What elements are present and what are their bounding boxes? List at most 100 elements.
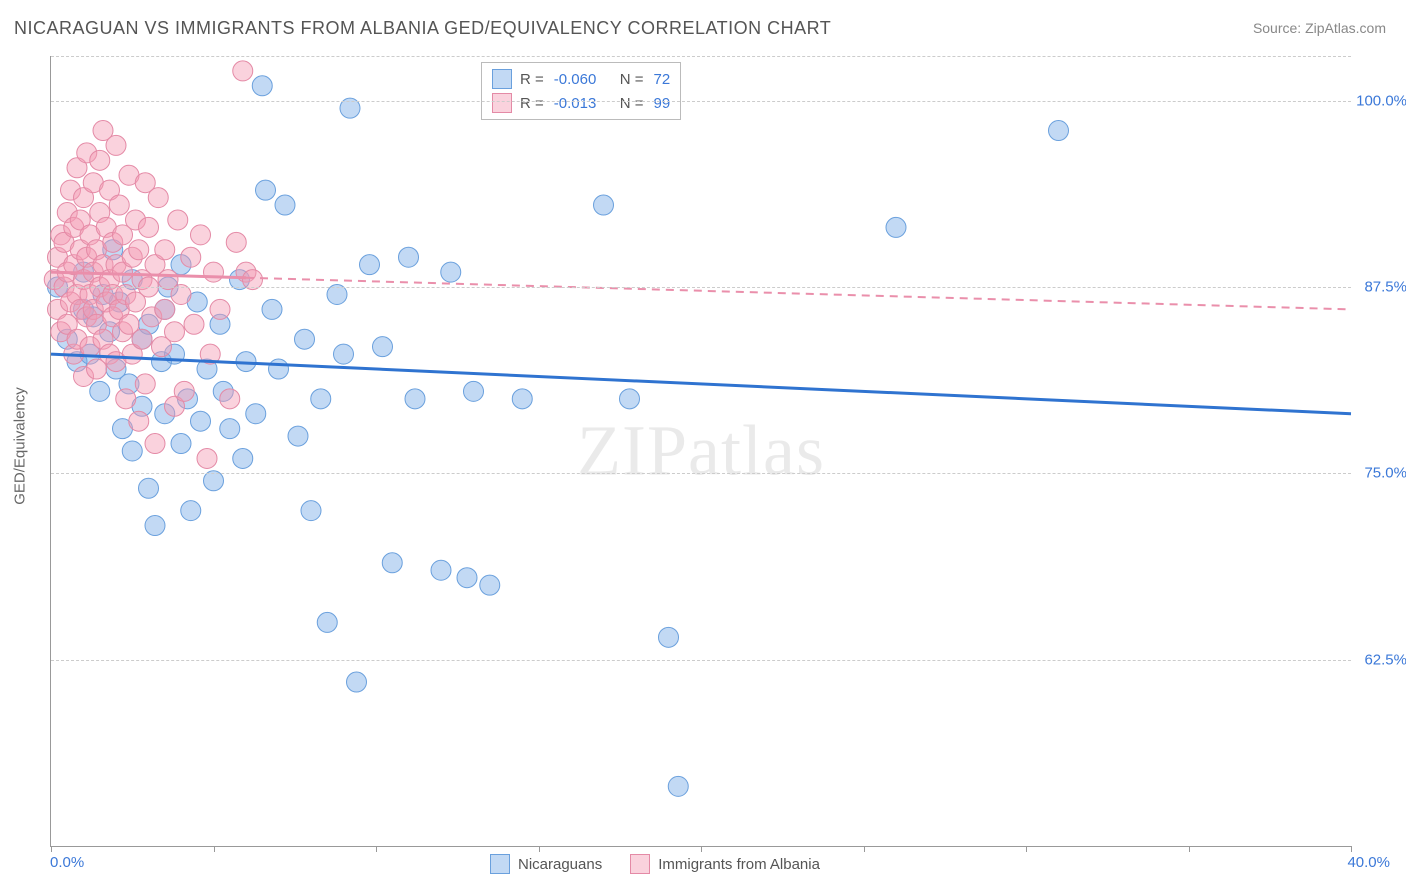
data-point xyxy=(184,314,204,334)
y-tick-label: 87.5% xyxy=(1364,279,1406,296)
data-point xyxy=(116,389,136,409)
y-tick-label: 62.5% xyxy=(1364,651,1406,668)
data-point xyxy=(145,516,165,536)
data-point xyxy=(197,448,217,468)
data-point xyxy=(457,568,477,588)
stats-legend-row-1: R = -0.060 N = 72 xyxy=(492,67,670,91)
data-point xyxy=(171,434,191,454)
x-max-label: 40.0% xyxy=(1347,854,1390,871)
data-point xyxy=(233,61,253,81)
data-point xyxy=(122,441,142,461)
swatch-blue xyxy=(492,69,512,89)
data-point xyxy=(129,240,149,260)
data-point xyxy=(191,225,211,245)
data-point xyxy=(301,501,321,521)
data-point xyxy=(191,411,211,431)
data-point xyxy=(275,195,295,215)
swatch-pink xyxy=(492,93,512,113)
gridline xyxy=(51,56,1351,57)
series2-name: Immigrants from Albania xyxy=(658,856,820,873)
data-point xyxy=(174,381,194,401)
swatch-pink-bottom xyxy=(630,854,650,874)
x-tick xyxy=(376,846,377,852)
y-tick-label: 75.0% xyxy=(1364,465,1406,482)
data-point xyxy=(204,262,224,282)
data-point xyxy=(594,195,614,215)
data-point xyxy=(512,389,532,409)
stats-legend-row-2: R = -0.013 N = 99 xyxy=(492,91,670,115)
data-point xyxy=(360,255,380,275)
data-point xyxy=(382,553,402,573)
data-point xyxy=(441,262,461,282)
data-point xyxy=(464,381,484,401)
data-point xyxy=(233,448,253,468)
data-point xyxy=(347,672,367,692)
gridline xyxy=(51,473,1351,474)
x-tick xyxy=(1351,846,1352,852)
data-point xyxy=(148,188,168,208)
series1-name: Nicaraguans xyxy=(518,856,602,873)
trend-line xyxy=(51,354,1351,414)
data-point xyxy=(659,627,679,647)
r-label-2: R = xyxy=(520,95,544,112)
data-point xyxy=(431,560,451,580)
n-value-1: 72 xyxy=(654,71,671,88)
n-label-1: N = xyxy=(620,71,644,88)
r-value-2: -0.013 xyxy=(554,95,604,112)
r-value-1: -0.060 xyxy=(554,71,604,88)
bottom-legend-item-1: Nicaraguans xyxy=(490,852,602,876)
gridline xyxy=(51,287,1351,288)
x-tick xyxy=(51,846,52,852)
data-point xyxy=(210,299,230,319)
bottom-legend-item-2: Immigrants from Albania xyxy=(630,852,820,876)
data-point xyxy=(106,135,126,155)
stats-legend: R = -0.060 N = 72 R = -0.013 N = 99 xyxy=(481,62,681,120)
data-point xyxy=(311,389,331,409)
bottom-legend: Nicaraguans Immigrants from Albania xyxy=(490,852,820,876)
data-point xyxy=(139,217,159,237)
data-point xyxy=(132,329,152,349)
data-point xyxy=(334,344,354,364)
data-point xyxy=(109,195,129,215)
data-point xyxy=(90,381,110,401)
x-min-label: 0.0% xyxy=(50,854,84,871)
y-axis-title: GED/Equivalency xyxy=(12,387,29,505)
data-point xyxy=(886,217,906,237)
data-point xyxy=(262,299,282,319)
x-tick xyxy=(864,846,865,852)
trend-line xyxy=(246,278,1351,310)
data-point xyxy=(668,776,688,796)
y-tick-label: 100.0% xyxy=(1356,92,1406,109)
plot-area: ZIPatlas R = -0.060 N = 72 R = -0.013 N … xyxy=(50,56,1351,847)
data-point xyxy=(220,389,240,409)
data-point xyxy=(168,210,188,230)
data-point xyxy=(269,359,289,379)
n-label-2: N = xyxy=(620,95,644,112)
data-point xyxy=(480,575,500,595)
data-point xyxy=(181,501,201,521)
n-value-2: 99 xyxy=(654,95,671,112)
data-point xyxy=(181,247,201,267)
data-point xyxy=(135,374,155,394)
data-point xyxy=(1049,121,1069,141)
data-point xyxy=(220,419,240,439)
data-point xyxy=(155,299,175,319)
swatch-blue-bottom xyxy=(490,854,510,874)
r-label-1: R = xyxy=(520,71,544,88)
data-point xyxy=(405,389,425,409)
data-point xyxy=(139,478,159,498)
chart-svg xyxy=(51,56,1351,846)
data-point xyxy=(620,389,640,409)
gridline xyxy=(51,660,1351,661)
chart-source: Source: ZipAtlas.com xyxy=(1253,20,1386,36)
data-point xyxy=(165,322,185,342)
data-point xyxy=(399,247,419,267)
data-point xyxy=(246,404,266,424)
data-point xyxy=(373,337,393,357)
data-point xyxy=(145,434,165,454)
gridline xyxy=(51,101,1351,102)
data-point xyxy=(129,411,149,431)
data-point xyxy=(252,76,272,96)
chart-title: NICARAGUAN VS IMMIGRANTS FROM ALBANIA GE… xyxy=(14,18,831,39)
x-tick xyxy=(1026,846,1027,852)
